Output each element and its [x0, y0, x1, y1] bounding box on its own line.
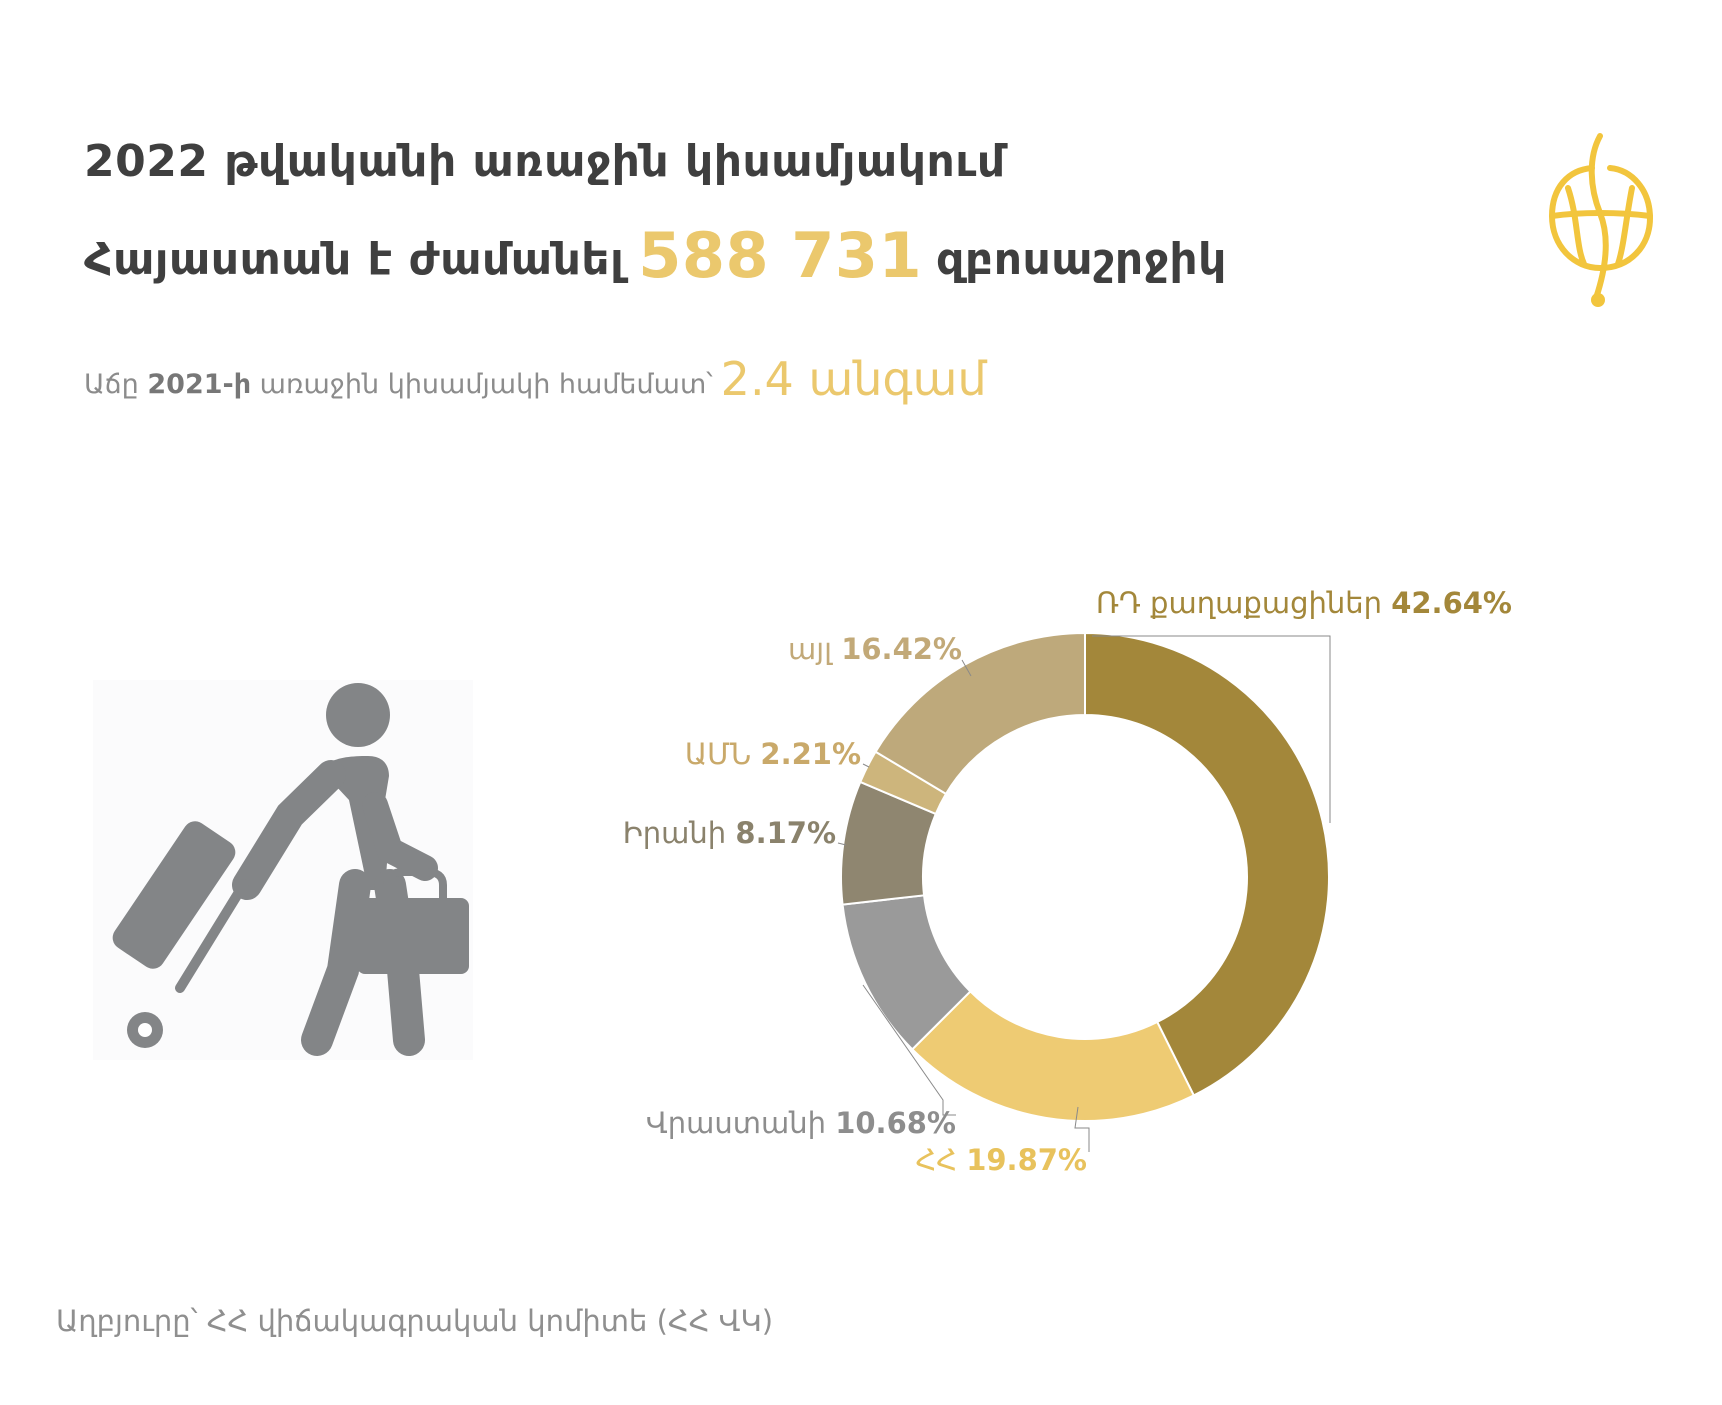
slice-label-name-6: այլ	[788, 632, 841, 666]
slice-label-name-3: Վրաստանի	[646, 1106, 835, 1140]
slice-label-name-1: ՌԴ քաղաքացիներ	[1096, 586, 1391, 620]
leader-line-2	[1074, 1106, 1090, 1152]
subtitle-mid: առաջին կիսամյակի համեմատ՝	[259, 369, 713, 400]
subtitle-prefix: Աճը	[84, 369, 139, 400]
leader-line-1	[1092, 635, 1331, 823]
slice-label-name-4: Իրանի	[623, 816, 736, 850]
slice-label-3: Վրաստանի 10.68%	[646, 1106, 956, 1140]
logo-dot	[1591, 293, 1605, 307]
slice-label-4: Իրանի 8.17%	[623, 816, 836, 850]
slice-label-value-5: 2.21%	[760, 737, 861, 771]
label-leader-lines	[837, 635, 1331, 1152]
rolling-suitcase	[112, 821, 236, 969]
leader-line-3	[862, 984, 956, 1116]
growth-factor-highlight: 2.4 անգամ	[720, 352, 987, 406]
donut-slices	[840, 631, 1330, 1122]
title-line-1-text: 2022 թվականի առաջին կիսամյակում	[84, 136, 1006, 187]
slice-label-name-2: ՀՀ	[915, 1143, 966, 1177]
source-note: Աղբյուրը՝ ՀՀ վիճակագրական կոմիտե (ՀՀ ՎԿ)	[56, 1307, 773, 1336]
slice-label-6: այլ 16.42%	[788, 632, 962, 666]
title-line-1: 2022 թվականի առաջին կիսամյակում	[84, 140, 1006, 184]
visitor-count-highlight: 588 731	[638, 219, 923, 292]
traveler-torso	[321, 756, 389, 890]
donut-slice-6	[874, 631, 1086, 796]
leader-line-6	[961, 659, 972, 677]
gold-globe-logo-icon	[1548, 133, 1654, 307]
traveler-head	[326, 683, 390, 747]
title-line-2: Հայաստան է ժամանել 588 731 զբոսաշրջիկ	[84, 222, 1227, 287]
slice-label-value-2: 19.87%	[966, 1143, 1087, 1177]
traveler-with-suitcase-icon	[93, 680, 473, 1060]
slice-label-name-5: ԱՄՆ	[685, 737, 761, 771]
leader-line-4	[837, 842, 847, 846]
slice-label-value-3: 10.68%	[835, 1106, 956, 1140]
donut-slice-1	[1084, 631, 1330, 1097]
slice-label-1: ՌԴ քաղաքացիներ 42.64%	[1096, 586, 1512, 620]
slice-label-value-4: 8.17%	[735, 816, 836, 850]
source-text: Աղբյուրը՝ ՀՀ վիճակագրական կոմիտե (ՀՀ ՎԿ)	[56, 1304, 774, 1338]
slice-label-2: ՀՀ 19.87%	[915, 1143, 1087, 1177]
slice-label-value-6: 16.42%	[841, 632, 962, 666]
briefcase-handle	[383, 868, 447, 905]
suitcase-wheel-hub	[138, 1023, 152, 1037]
leader-line-5	[862, 763, 870, 768]
slice-label-value-1: 42.64%	[1391, 586, 1512, 620]
title-line-2-prefix: Հայաստան է ժամանել	[84, 234, 625, 285]
donut-slice-2	[910, 990, 1196, 1122]
briefcase	[357, 898, 469, 974]
title-line-2-suffix: զբոսաշրջիկ	[936, 234, 1227, 285]
donut-labels: ՌԴ քաղաքացիներ 42.64%ՀՀ 19.87%Վրաստանի 1…	[623, 586, 1512, 1177]
slice-label-5: ԱՄՆ 2.21%	[685, 737, 861, 771]
subtitle-year: 2021-ի	[147, 369, 252, 400]
growth-subtitle: Աճը 2021-ի առաջին կիսամյակի համեմատ՝ 2.4 …	[84, 354, 987, 402]
